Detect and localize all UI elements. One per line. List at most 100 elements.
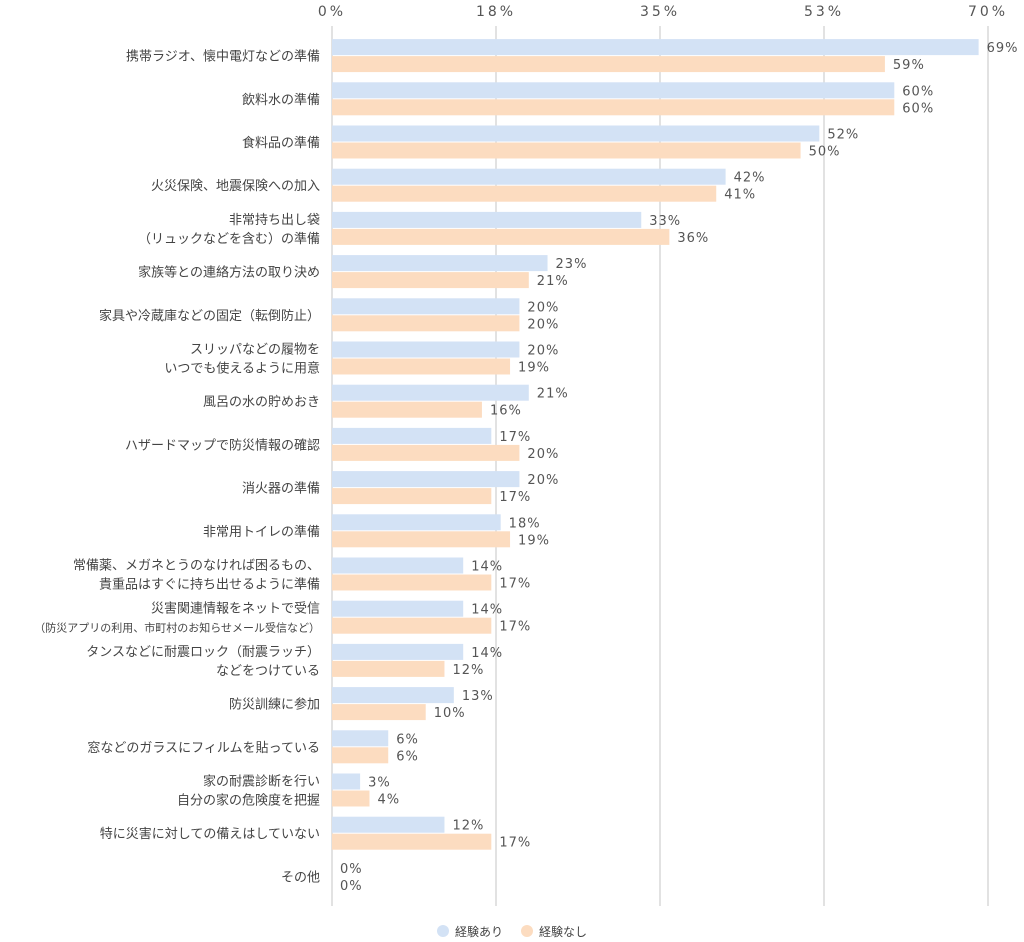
- category-label: 窓などのガラスにフィルムを貼っている: [87, 740, 320, 756]
- bar-experienced: [332, 557, 464, 574]
- category-label: 食料品の準備: [242, 135, 320, 151]
- data-label: 17%: [499, 430, 531, 445]
- data-label: 20%: [527, 344, 559, 359]
- data-label: 23%: [556, 257, 588, 272]
- bar-chart: 0% 18% 35% 53% 70% 携帯ラジオ、懐中電灯などの準備 69% 59% 飲料水の準…: [34, 4, 1019, 906]
- bar-experienced: [332, 255, 548, 272]
- category-label: 防災訓練に参加: [229, 697, 320, 713]
- bar-experienced: [332, 39, 979, 56]
- bar-experienced: [332, 298, 520, 315]
- bar-not-experienced: [332, 99, 895, 116]
- category-label: 家具や冷蔵庫などの固定（転倒防止）: [99, 308, 320, 324]
- data-label: 6%: [396, 732, 419, 747]
- bar-not-experienced: [332, 833, 492, 850]
- bar-not-experienced: [332, 660, 445, 677]
- bar-not-experienced: [332, 531, 511, 548]
- category-label: などをつけている: [216, 664, 320, 679]
- category-label: 家の耐震診断を行い: [203, 774, 320, 790]
- bar-not-experienced: [332, 790, 370, 807]
- bar-experienced: [332, 384, 529, 401]
- data-label: 0%: [340, 862, 363, 877]
- category-label: 携帯ラジオ、懐中電灯などの準備: [126, 49, 320, 65]
- data-label: 60%: [902, 84, 934, 99]
- data-label: 20%: [527, 473, 559, 488]
- category-label: 災害関連情報をネットで受信: [151, 601, 320, 617]
- bar-not-experienced: [332, 444, 520, 461]
- bar-experienced: [332, 730, 389, 747]
- bar-experienced: [332, 82, 895, 99]
- data-label: 60%: [902, 101, 934, 116]
- data-label: 20%: [527, 317, 559, 332]
- data-label: 20%: [527, 447, 559, 462]
- bar-not-experienced: [332, 401, 482, 418]
- data-label: 50%: [809, 145, 841, 160]
- data-label: 17%: [499, 836, 531, 851]
- legend-item-experienced: 経験あり: [436, 923, 503, 940]
- category-label: 常備薬、メガネとうのなければ困るもの、: [73, 558, 320, 574]
- category-label: スリッパなどの履物を: [190, 343, 320, 358]
- data-label: 12%: [452, 819, 484, 834]
- bar-not-experienced: [332, 617, 492, 634]
- data-label: 17%: [499, 620, 531, 635]
- bar-experienced: [332, 816, 445, 833]
- data-label: 14%: [471, 646, 503, 661]
- bar-not-experienced: [332, 488, 492, 505]
- category-label: いつでも使えるように用意: [164, 361, 320, 377]
- category-label: （防災アプリの利用、市町村のお知らせメール受信など）: [34, 621, 320, 635]
- bar-not-experienced: [332, 56, 885, 73]
- bar-not-experienced: [332, 747, 389, 764]
- data-label: 69%: [987, 41, 1019, 56]
- data-label: 21%: [537, 387, 569, 402]
- category-label: タンスなどに耐震ロック（耐震ラッチ）: [86, 645, 320, 660]
- data-label: 13%: [462, 689, 494, 704]
- bar-experienced: [332, 168, 726, 185]
- x-tick-label: 53%: [804, 4, 844, 20]
- category-label: 家族等との連絡方法の取り決め: [138, 265, 320, 281]
- legend: 経験あり 経験なし: [0, 920, 1024, 942]
- category-label: 貴重品はすぐに持ち出せるように準備: [99, 577, 320, 593]
- category-label: （リュックなどを含む）の準備: [138, 231, 320, 247]
- bar-not-experienced: [332, 574, 492, 591]
- x-tick-label: 35%: [640, 4, 680, 20]
- bar-not-experienced: [332, 272, 529, 289]
- data-label: 21%: [537, 274, 569, 289]
- bar-experienced: [332, 514, 501, 531]
- data-label: 42%: [734, 171, 766, 186]
- category-label: 非常持ち出し袋: [229, 213, 320, 228]
- x-tick-label: 0%: [318, 4, 346, 20]
- category-label: 自分の家の危険度を把握: [177, 793, 320, 809]
- data-label: 18%: [509, 516, 541, 531]
- category-label: 消火器の準備: [242, 481, 320, 497]
- bar-experienced: [332, 211, 642, 228]
- data-label: 16%: [490, 404, 522, 419]
- bar-not-experienced: [332, 185, 717, 202]
- legend-swatch-not-experienced: [521, 925, 533, 937]
- data-label: 52%: [827, 128, 859, 143]
- data-label: 14%: [471, 560, 503, 575]
- bar-not-experienced: [332, 142, 801, 159]
- category-label: 風呂の水の貯めおき: [203, 395, 320, 410]
- data-label: 19%: [518, 361, 550, 376]
- legend-label-not-experienced: 経験なし: [539, 924, 588, 939]
- bar-experienced: [332, 427, 492, 444]
- bar-not-experienced: [332, 358, 511, 375]
- legend-item-not-experienced: 経験なし: [521, 923, 587, 940]
- bar-experienced: [332, 600, 464, 617]
- bar-experienced: [332, 687, 454, 704]
- data-label: 6%: [396, 749, 419, 764]
- data-label: 14%: [471, 603, 503, 618]
- data-label: 12%: [452, 663, 484, 678]
- data-label: 36%: [677, 231, 709, 246]
- data-label: 10%: [434, 706, 466, 721]
- data-label: 59%: [893, 58, 925, 73]
- bar-not-experienced: [332, 228, 670, 245]
- bar-experienced: [332, 125, 820, 142]
- data-label: 3%: [368, 776, 391, 791]
- data-label: 20%: [527, 300, 559, 315]
- bar-not-experienced: [332, 704, 426, 721]
- category-label: 飲料水の準備: [242, 92, 320, 108]
- data-label: 33%: [649, 214, 681, 229]
- bar-not-experienced: [332, 315, 520, 332]
- data-label: 19%: [518, 533, 550, 548]
- category-label: 火災保険、地震保険への加入: [151, 179, 320, 194]
